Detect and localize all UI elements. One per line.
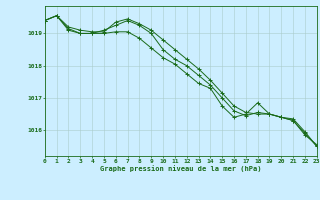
X-axis label: Graphe pression niveau de la mer (hPa): Graphe pression niveau de la mer (hPa) xyxy=(100,165,261,172)
